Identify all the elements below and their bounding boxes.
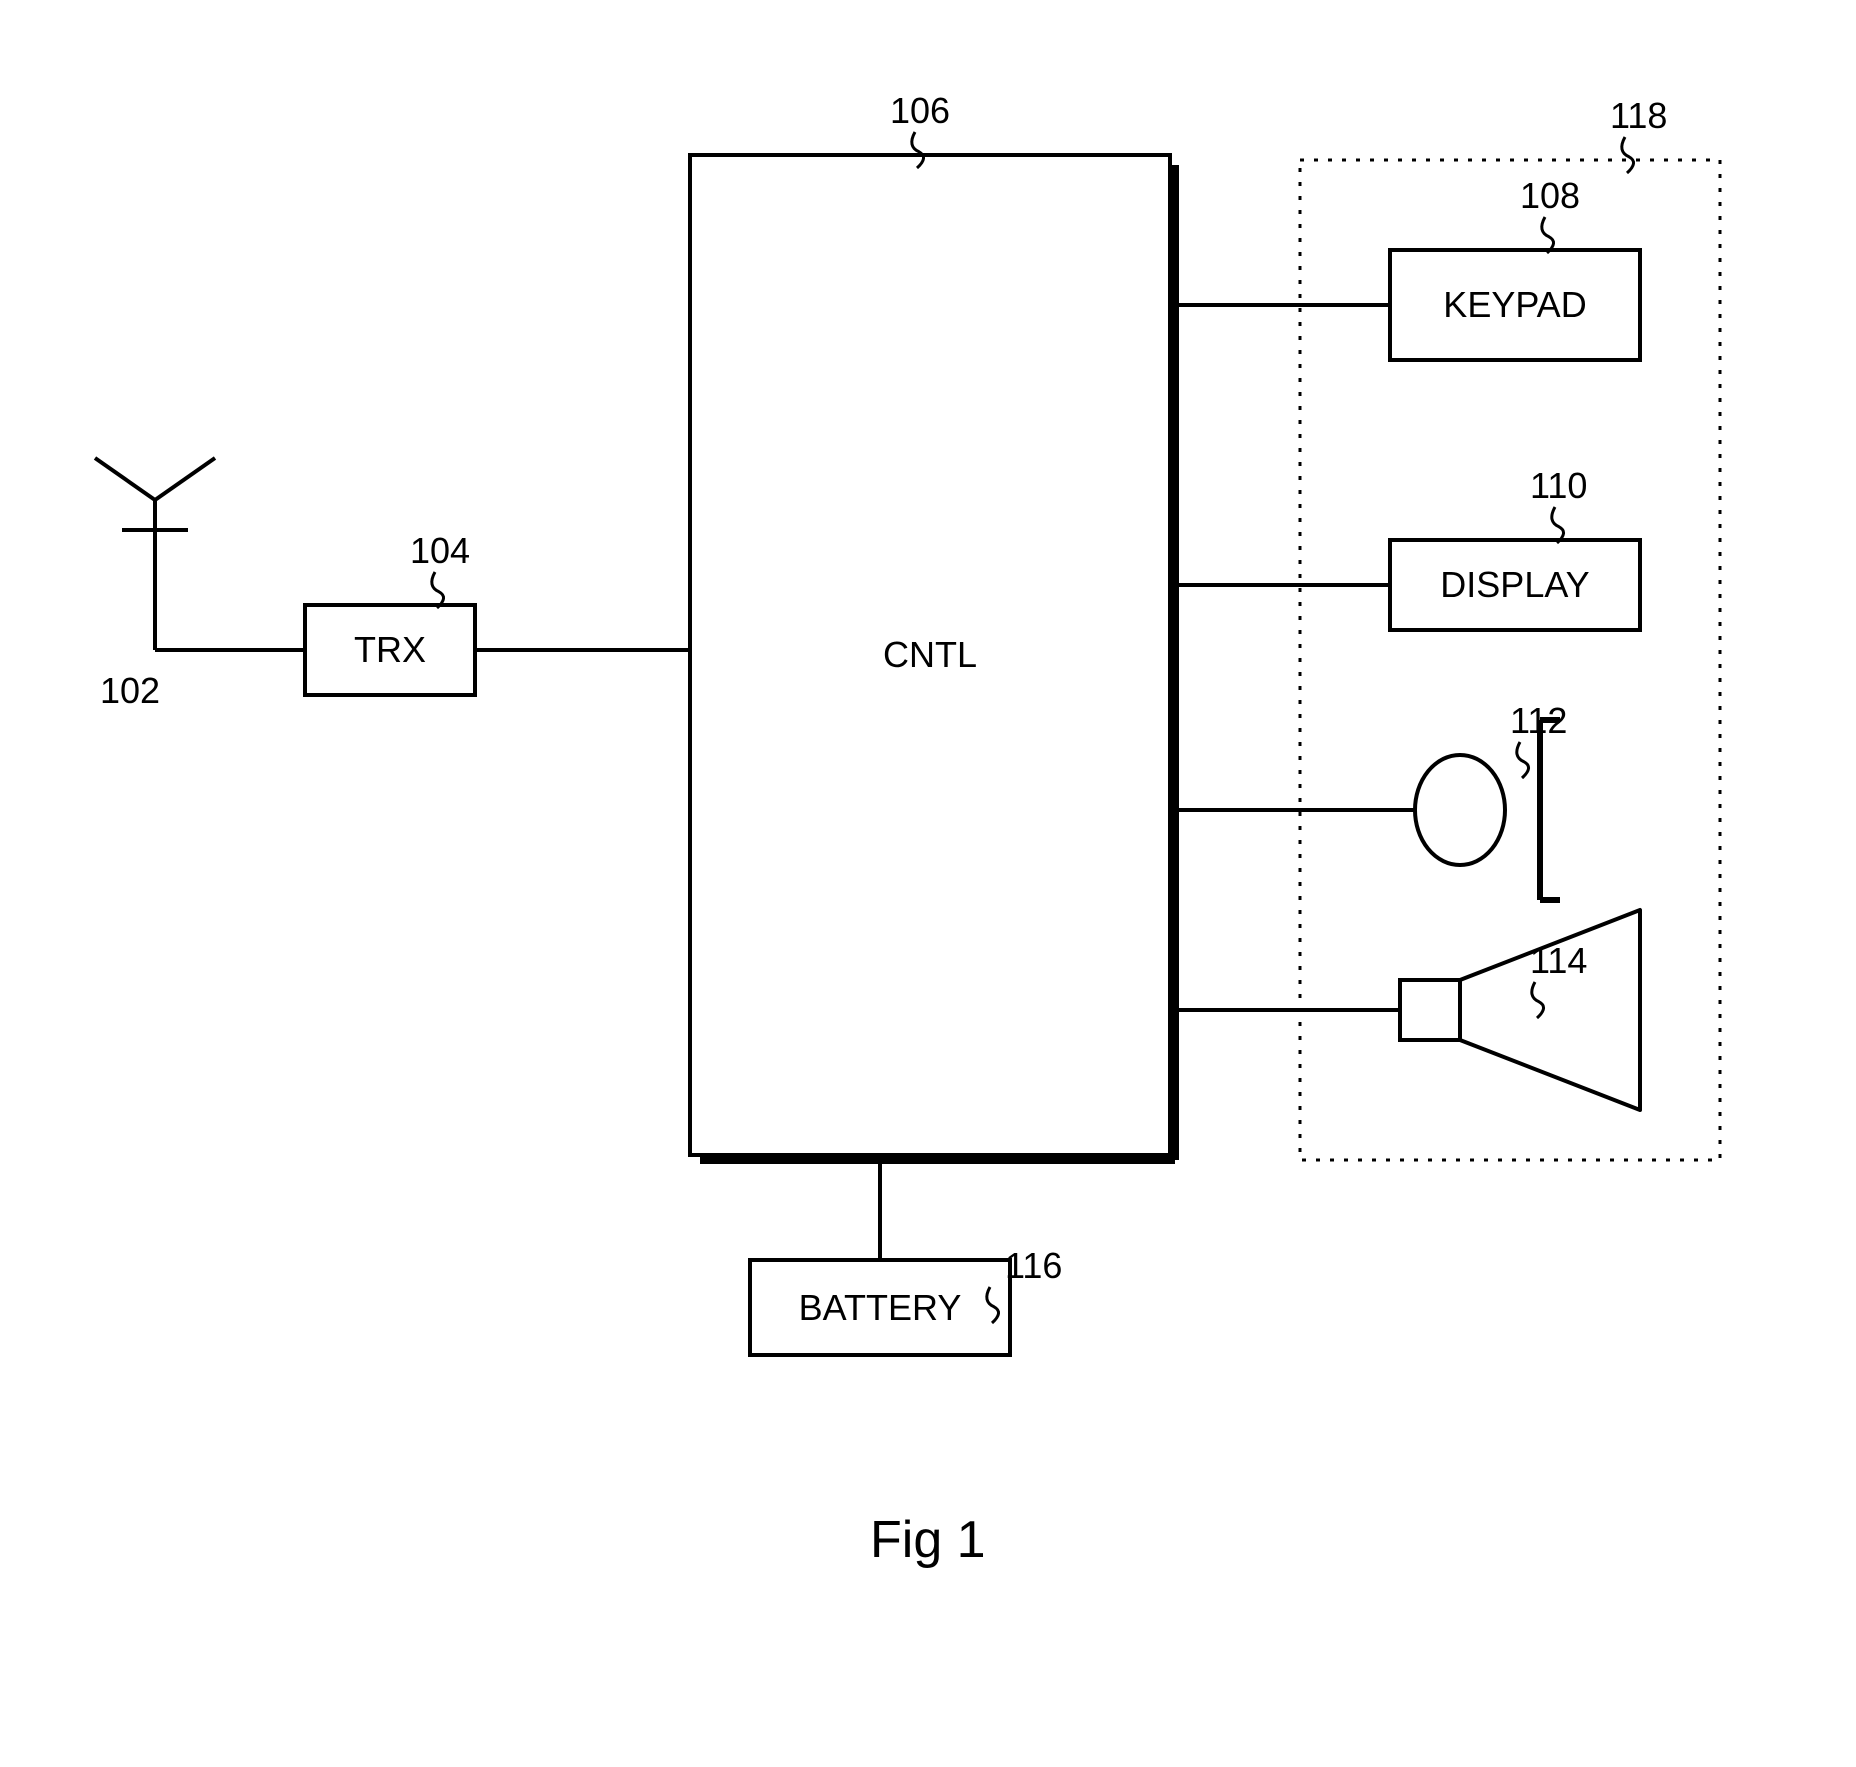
ref-116: 116 bbox=[1005, 1245, 1062, 1287]
ref-106: 106 bbox=[890, 90, 950, 132]
cntl-label: CNTL bbox=[883, 634, 977, 676]
keypad-label: KEYPAD bbox=[1443, 284, 1586, 326]
display-label: DISPLAY bbox=[1440, 564, 1589, 606]
figure-caption: Fig 1 bbox=[870, 1510, 986, 1570]
trx-label: TRX bbox=[354, 629, 426, 671]
ref-112: 112 bbox=[1510, 700, 1567, 742]
ref-102: 102 bbox=[100, 670, 160, 712]
speaker-body bbox=[1400, 980, 1460, 1040]
ref-108: 108 bbox=[1520, 175, 1580, 217]
battery-label: BATTERY bbox=[799, 1287, 962, 1329]
ref-118: 118 bbox=[1610, 95, 1667, 137]
ref-114: 114 bbox=[1530, 940, 1587, 982]
microphone-icon bbox=[1415, 755, 1505, 865]
ref-110: 110 bbox=[1530, 465, 1587, 507]
ref-104: 104 bbox=[410, 530, 470, 572]
